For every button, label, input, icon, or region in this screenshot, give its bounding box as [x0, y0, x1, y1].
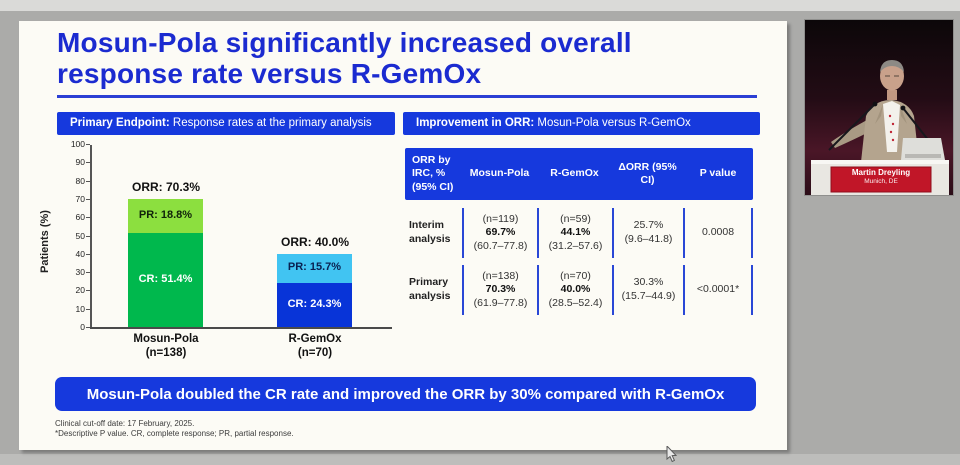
speaker-hair: [880, 60, 904, 72]
speaker-location: Munich, DE: [864, 178, 898, 185]
results-table-body: Interim analysis (n=119) 69.7% (60.7–77.8)(…: [405, 201, 753, 322]
table-cell: 25.7% (9.6–41.8): [612, 208, 683, 258]
col-header-mosun-pola: Mosun-Pola: [469, 167, 530, 180]
table-cell: Primary analysis: [409, 276, 451, 302]
speaker-scene: [805, 20, 953, 195]
y-tick-mark: [86, 235, 90, 237]
table-row: Interim analysis (n=119) 69.7% (60.7–77.8)(…: [405, 208, 753, 258]
y-axis-label: Patients (%): [39, 210, 51, 274]
nameplate-text: Martin Dreyling Munich, DE: [831, 167, 931, 186]
bar-rgemox: [277, 21, 352, 327]
y-tick-label: 0: [80, 322, 85, 332]
y-tick-label: 90: [75, 157, 85, 168]
y-tick-label: 70: [75, 193, 85, 204]
player-top-band: [0, 0, 960, 11]
y-axis-line: [90, 145, 92, 329]
bar-segment-cr-rgemox: [277, 282, 352, 327]
y-tick-label: 60: [75, 212, 85, 223]
bar-segment-cr-mosun-pola: [128, 232, 203, 327]
y-tick-mark: [86, 144, 90, 145]
y-tick-mark: [86, 180, 90, 182]
cr-value-label-rgemox: CR: 24.3%: [287, 297, 342, 310]
y-tick-mark: [86, 217, 90, 219]
table-cell: <0.0001*: [683, 265, 753, 315]
y-tick-mark: [86, 162, 90, 164]
improvement-orr-header-bold: Improvement in ORR:: [416, 117, 535, 129]
player-bottom-band: [0, 454, 960, 465]
orr-annotation-mosun-pola: ORR: 70.3%: [131, 179, 201, 194]
results-table-header: ORR by IRC, % (95% CI) Mosun-Pola R-GemO…: [405, 148, 753, 200]
primary-endpoint-header-rest: Response rates at the primary analysis: [169, 117, 372, 129]
speaker-shirt: [883, 101, 900, 152]
primary-endpoint-header: Primary Endpoint: Response rates at the …: [57, 112, 395, 135]
slide-title: Mosun-Pola significantly increased overa…: [57, 27, 757, 90]
y-tick-label: 40: [75, 248, 85, 259]
y-tick-mark: [86, 198, 90, 200]
pr-value-label-rgemox: PR: 15.7%: [287, 261, 342, 274]
bar-segment-pr-mosun-pola: [128, 198, 203, 233]
x-label-mosun-pola-n: (n=138): [145, 347, 187, 360]
x-label-rgemox: R-GemOx (n=70): [260, 332, 370, 361]
table-cell: (n=119) 69.7% (60.7–77.8): [462, 208, 537, 258]
y-tick-label: 100: [70, 139, 85, 149]
orr-annotation-rgemox: ORR: 40.0%: [280, 234, 350, 249]
y-tick-label: 30: [75, 267, 85, 278]
table-cell: (n=59) 44.1% (31.2–57.6): [537, 208, 612, 258]
microphone-left: [828, 103, 876, 151]
x-label-rgemox-n: (n=70): [297, 347, 333, 360]
speaker-left-arm: [831, 120, 869, 148]
bar-mosun-pola: [128, 21, 203, 327]
col-header-p-value: P value: [699, 167, 737, 180]
slide-title-line2: response rate versus R-GemOx: [57, 58, 482, 90]
col-header-rgemox: R-GemOx: [550, 167, 599, 180]
mouse-cursor: [666, 446, 678, 462]
improvement-orr-header: Improvement in ORR: Mosun-Pola versus R-…: [403, 112, 760, 135]
speaker-head: [880, 61, 904, 91]
podium-nameplate: [830, 166, 932, 193]
table-cell: 30.3% (15.7–44.9): [612, 265, 683, 315]
primary-endpoint-header-bold: Primary Endpoint:: [70, 117, 170, 129]
x-label-mosun-pola: Mosun-Pola (n=138): [111, 332, 221, 361]
table-cell: 0.0008: [683, 208, 753, 258]
cr-value-label-mosun-pola: CR: 51.4%: [138, 272, 193, 285]
col-header-orr-by-irc: ORR by IRC, % (95% CI): [412, 154, 454, 193]
y-tick-label: 50: [75, 230, 85, 241]
y-tick-mark: [86, 308, 90, 310]
slide-title-line1: Mosun-Pola significantly increased overa…: [57, 27, 632, 58]
y-tick-label: 20: [75, 285, 85, 296]
conclusion-banner: Mosun-Pola doubled the CR rate and impro…: [55, 377, 756, 411]
speaker-video[interactable]: Martin Dreyling Munich, DE: [805, 20, 953, 195]
pr-value-label-mosun-pola: PR: 18.8%: [138, 208, 193, 221]
presentation-slide: Mosun-Pola significantly increased overa…: [19, 21, 787, 450]
bar-segment-pr-rgemox: [277, 253, 352, 283]
table-cell: (n=70) 40.0% (28.5–52.4): [537, 265, 612, 315]
y-tick-mark: [86, 272, 90, 274]
table-cell: Interim analysis: [409, 219, 451, 245]
x-axis-line: [90, 327, 392, 329]
footnote-abbreviations: *Descriptive P value. CR, complete respo…: [55, 429, 294, 438]
footnote-cutoff-date: Clinical cut-off date: 17 February, 2025…: [55, 419, 195, 428]
y-tick-mark: [86, 290, 90, 292]
table-cell: (n=138) 70.3% (61.9–77.8): [462, 265, 537, 315]
y-tick-label: 80: [75, 175, 85, 186]
x-label-rgemox-name: R-GemOx: [288, 333, 342, 345]
speaker-neck: [887, 90, 897, 100]
table-row: Primary analysis (n=138) 70.3% (61.9–77.8)(…: [405, 265, 753, 315]
y-tick-mark: [86, 253, 90, 255]
y-tick-mark: [86, 327, 90, 328]
title-divider: [57, 95, 757, 98]
y-tick-label: 10: [75, 303, 85, 314]
speaker-name: Martin Dreyling: [851, 168, 911, 177]
improvement-orr-header-rest: Mosun-Pola versus R-GemOx: [534, 117, 691, 129]
x-label-mosun-pola-name: Mosun-Pola: [133, 333, 199, 345]
col-header-delta-orr: ΔORR (95% CI): [618, 160, 677, 186]
